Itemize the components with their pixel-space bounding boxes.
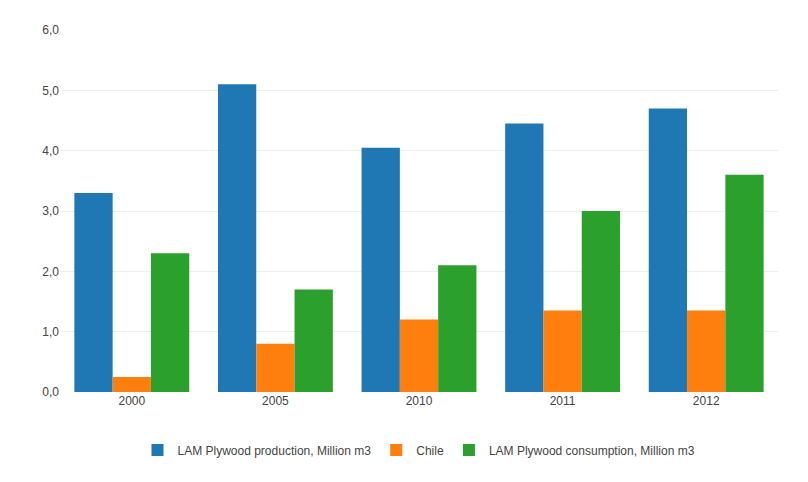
svg-text:2012: 2012 bbox=[693, 394, 720, 408]
svg-text:6,0: 6,0 bbox=[42, 23, 59, 37]
svg-text:Chile: Chile bbox=[416, 444, 444, 458]
svg-text:2010: 2010 bbox=[406, 394, 433, 408]
svg-text:LAM Plywood production, Millio: LAM Plywood production, Million m3 bbox=[178, 444, 372, 458]
svg-text:LAM Plywood consumption, Milli: LAM Plywood consumption, Million m3 bbox=[489, 444, 695, 458]
svg-text:2005: 2005 bbox=[262, 394, 289, 408]
svg-text:2000: 2000 bbox=[118, 394, 145, 408]
svg-text:3,0: 3,0 bbox=[42, 204, 59, 218]
svg-text:0,0: 0,0 bbox=[42, 385, 59, 399]
svg-text:5,0: 5,0 bbox=[42, 84, 59, 98]
svg-text:1,0: 1,0 bbox=[42, 325, 59, 339]
svg-text:2,0: 2,0 bbox=[42, 265, 59, 279]
svg-text:4,0: 4,0 bbox=[42, 144, 59, 158]
svg-text:2011: 2011 bbox=[550, 394, 576, 408]
